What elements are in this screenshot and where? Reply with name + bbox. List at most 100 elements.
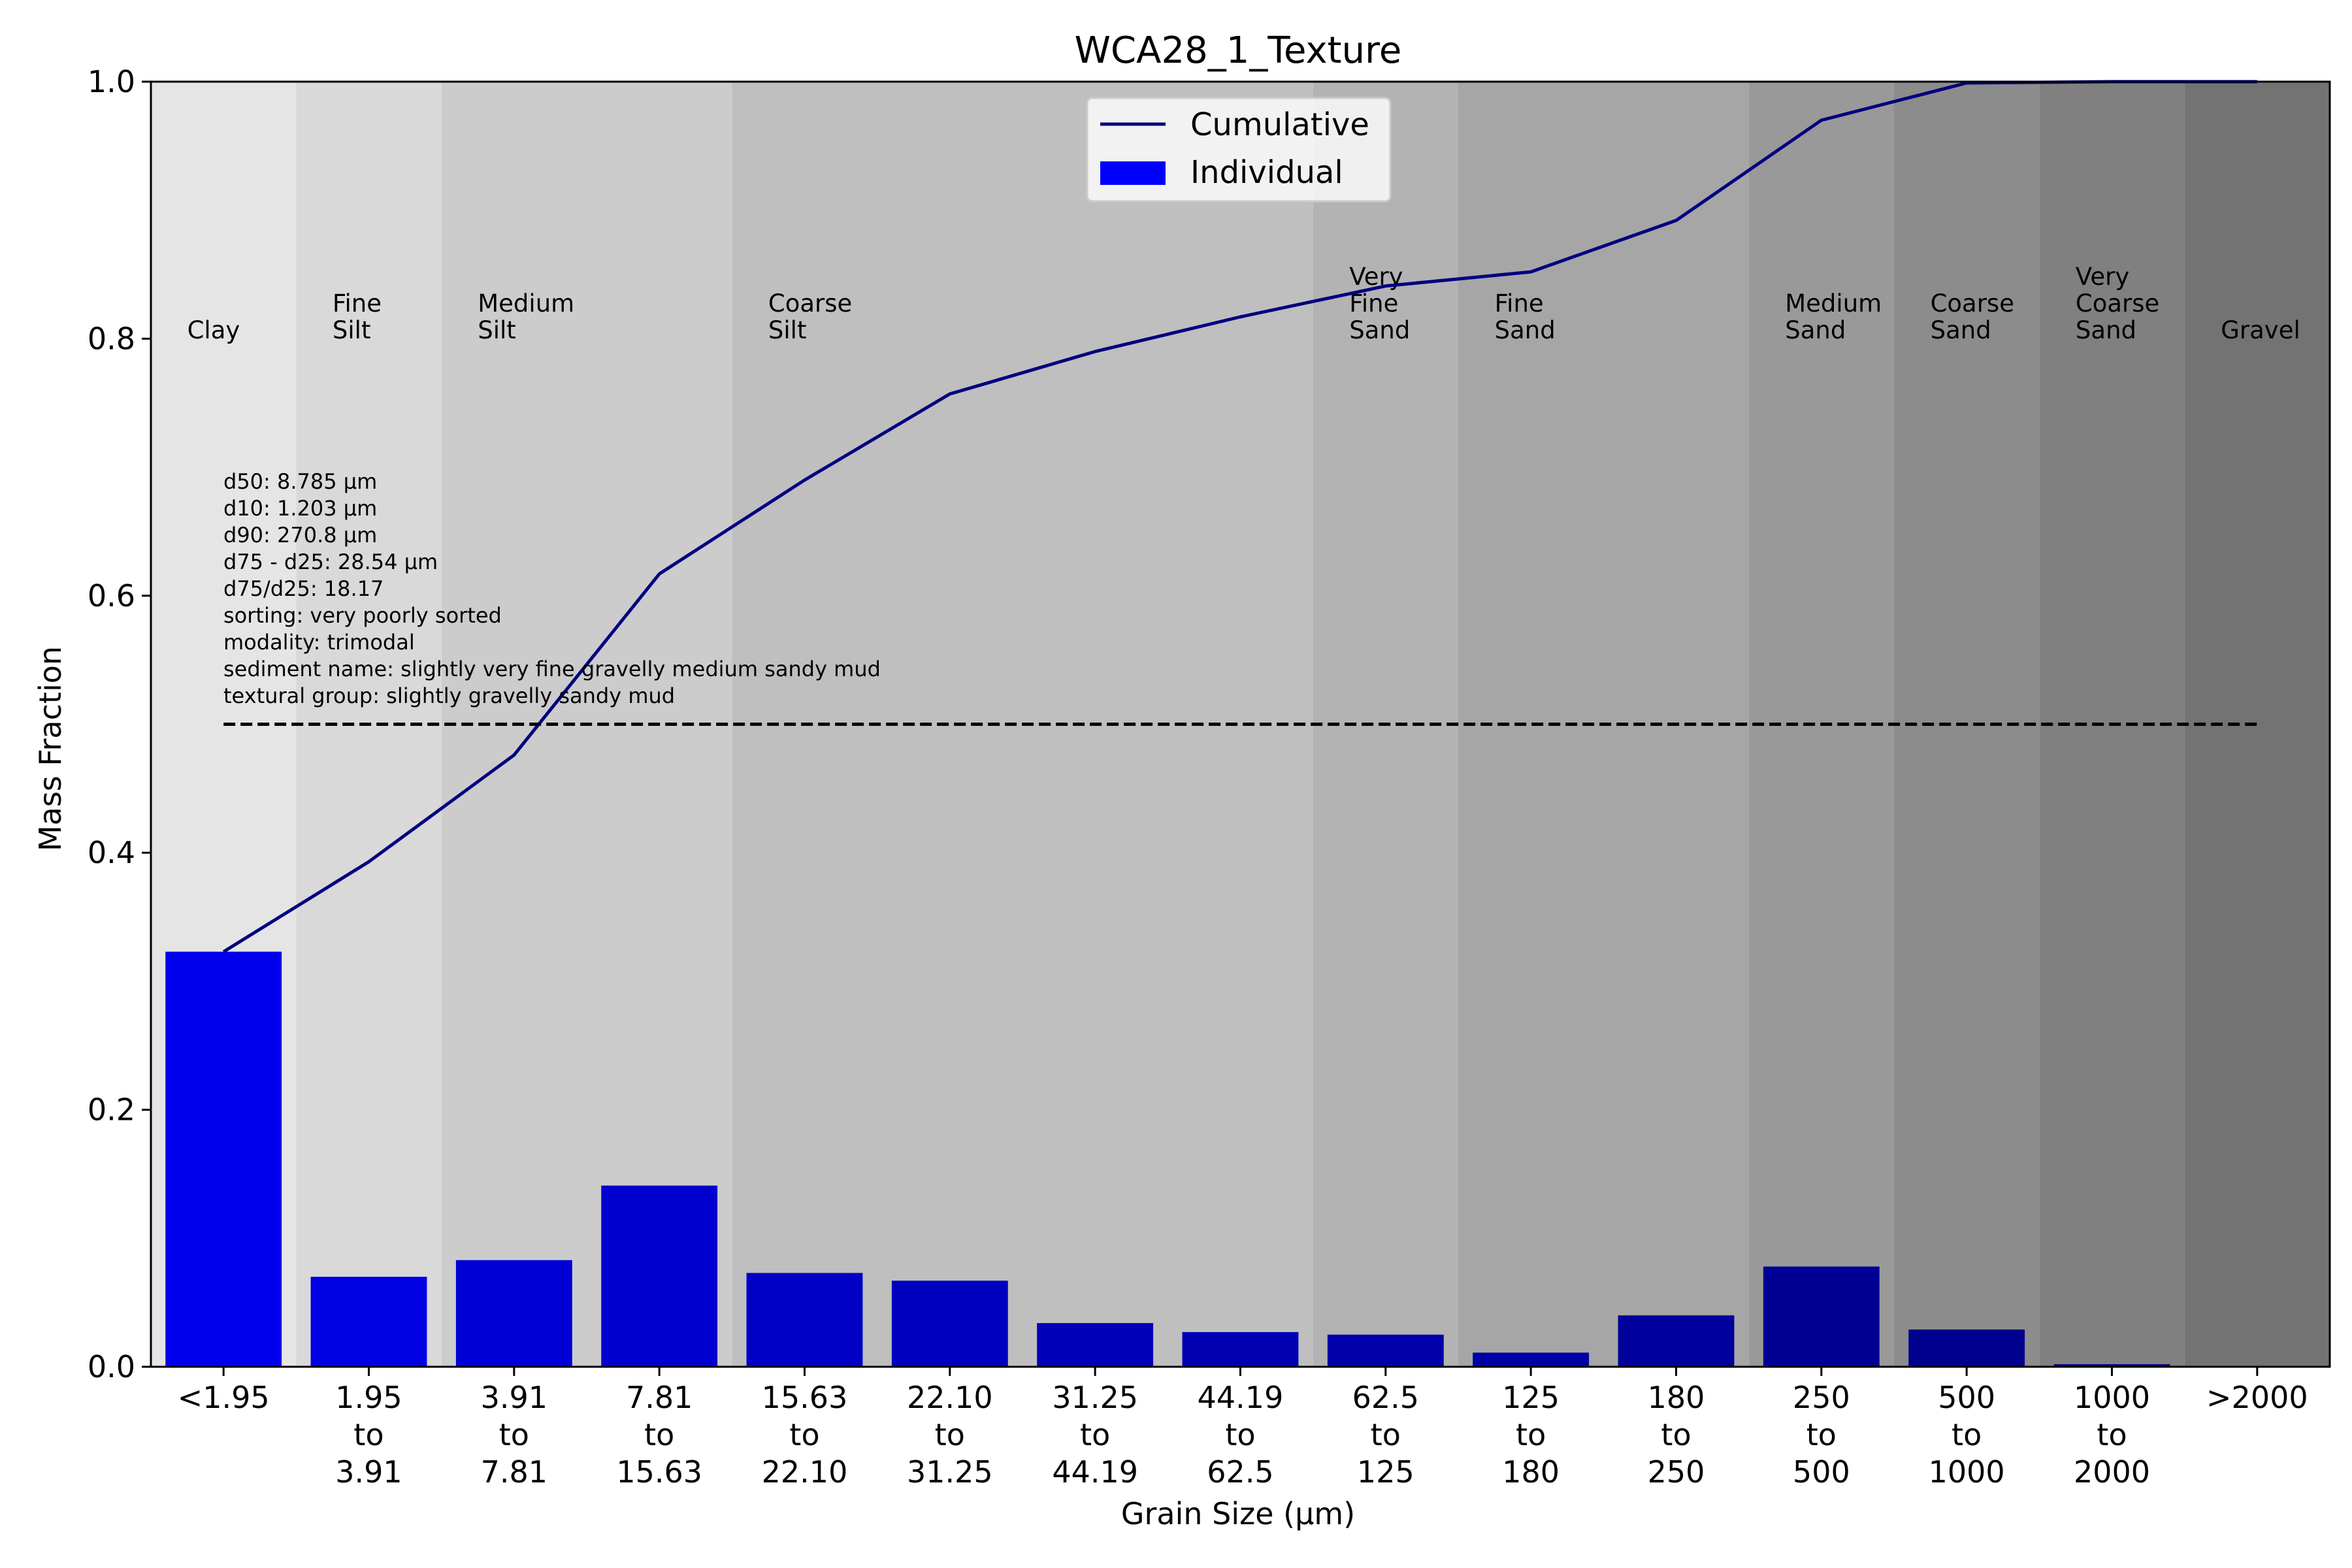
y-axis: 0.0 0.2 0.4 0.6 0.8 1.0 [88, 64, 151, 1384]
x-axis-label: Grain Size (μm) [1121, 1496, 1355, 1531]
y-tick-label: 0.2 [88, 1092, 135, 1128]
data-bar [455, 1260, 572, 1367]
region-label: Medium Silt [478, 289, 574, 344]
x-tick-label: 62.5 to 125 [1352, 1380, 1419, 1490]
x-tick-label-line: 62.5 [1207, 1454, 1273, 1490]
x-tick-label: 31.25 to 44.19 [1052, 1380, 1138, 1490]
data-bar [1182, 1331, 1299, 1367]
x-tick-label-line: 500 [1938, 1380, 1995, 1415]
region-label-line: Fine [1495, 289, 1544, 318]
data-bar [746, 1273, 863, 1367]
stats-line: d75 - d25: 28.54 μm [223, 549, 438, 574]
region-label: Very Coarse Sand [2076, 263, 2159, 344]
x-axis: <1.95 1.95 to 3.913.91 to 7.817.81 to 15.6315.6… [178, 1367, 2308, 1490]
x-tick-label-line: to [1952, 1417, 1982, 1452]
x-tick-label-line: 180 [1502, 1454, 1560, 1490]
x-tick-label-line: 180 [1648, 1380, 1705, 1415]
x-tick-label-line: to [1225, 1417, 1255, 1452]
region-label: Fine Silt [333, 289, 382, 344]
x-tick-label: 3.91 to 7.81 [481, 1380, 547, 1490]
legend-bar-swatch [1100, 161, 1166, 185]
x-tick-label-line: 125 [1357, 1454, 1414, 1490]
y-tick-label: 0.4 [88, 835, 135, 870]
stats-annotation: d50: 8.785 μm d10: 1.203 μm d90: 270.8 μm d… [223, 469, 881, 708]
x-tick-label-line: 7.81 [481, 1454, 547, 1490]
x-tick-label: 1000 to 2000 [2074, 1380, 2150, 1490]
x-tick-label-line: 22.10 [907, 1380, 993, 1415]
region-label: Coarse Sand [1931, 289, 2014, 344]
x-tick-label-line: to [1661, 1417, 1691, 1452]
legend-label-individual: Individual [1190, 154, 1343, 191]
data-bar [1327, 1334, 1444, 1367]
data-bar [891, 1281, 1008, 1367]
x-tick-label-line: 250 [1648, 1454, 1705, 1490]
x-tick-label-line: to [1806, 1417, 1837, 1452]
region-label-line: Very [2076, 263, 2129, 291]
x-tick-label: 250 to 500 [1793, 1380, 1850, 1490]
data-bar [1618, 1315, 1735, 1367]
region-label-line: Silt [333, 316, 371, 344]
y-tick-label: 0.0 [88, 1349, 135, 1384]
data-bar [1473, 1352, 1590, 1367]
region-label-line: Gravel [2221, 316, 2300, 344]
x-tick-label-line: 31.25 [1052, 1380, 1138, 1415]
region-label-line: Clay [188, 316, 240, 344]
region-label-line: Sand [1349, 316, 1410, 344]
x-tick-label-line: to [2097, 1417, 2127, 1452]
y-axis-label: Mass Fraction [33, 646, 68, 851]
x-tick-label-line: to [789, 1417, 819, 1452]
x-tick-label-line: 15.63 [762, 1380, 848, 1415]
region-label-line: Sand [1495, 316, 1556, 344]
x-tick-label-line: 250 [1793, 1380, 1850, 1415]
y-tick-label: 0.6 [88, 578, 135, 613]
x-tick-label-line: 1000 [2074, 1380, 2150, 1415]
y-tick-label: 1.0 [88, 64, 135, 99]
stats-line: modality: trimodal [223, 630, 415, 655]
stats-line: textural group: slightly gravelly sandy … [223, 683, 675, 708]
region-label-line: Silt [478, 316, 516, 344]
region-label-line: Silt [768, 316, 807, 344]
x-tick-label: 1.95 to 3.91 [335, 1380, 402, 1490]
x-tick-label-line: 44.19 [1052, 1454, 1138, 1490]
x-tick-label-line: to [1080, 1417, 1110, 1452]
stats-line: d10: 1.203 μm [223, 496, 377, 521]
x-tick-label-line: 22.10 [762, 1454, 848, 1490]
region-label-line: Sand [2076, 316, 2136, 344]
data-bar [1763, 1266, 1880, 1367]
stats-line: sorting: very poorly sorted [223, 603, 502, 628]
x-tick-label: 15.63 to 22.10 [762, 1380, 848, 1490]
x-tick-label-line: 500 [1793, 1454, 1850, 1490]
x-tick-label-line: 1.95 [335, 1380, 402, 1415]
region-label-line: Medium [478, 289, 574, 318]
x-tick-label: 7.81 to 15.63 [616, 1380, 702, 1490]
data-bar [601, 1185, 718, 1367]
stats-line: d90: 270.8 μm [223, 523, 377, 547]
cumulative-series [222, 80, 2257, 953]
region-label-line: Sand [1931, 316, 1991, 344]
x-tick-label-line: 3.91 [481, 1380, 547, 1415]
x-tick-label: <1.95 [178, 1380, 270, 1415]
data-bar [310, 1277, 427, 1367]
stats-text-block: d50: 8.785 μm d10: 1.203 μm d90: 270.8 μm d… [223, 469, 881, 708]
x-tick-label-line: to [644, 1417, 674, 1452]
x-tick-label: 44.19 to 62.5 [1198, 1380, 1284, 1490]
x-tick-label-line: to [1516, 1417, 1546, 1452]
region-label-line: Fine [1349, 289, 1398, 318]
region-label: Fine Sand [1495, 289, 1556, 344]
region-label-line: Sand [1785, 316, 1846, 344]
stats-line: d50: 8.785 μm [223, 469, 377, 494]
data-bar [1037, 1323, 1154, 1367]
region-label: Coarse Silt [768, 289, 852, 344]
x-tick-label: 180 to 250 [1648, 1380, 1705, 1490]
region-band [2184, 82, 2330, 1367]
x-tick-label-line: 62.5 [1352, 1380, 1419, 1415]
x-tick-label-line: to [935, 1417, 965, 1452]
region-label-line: Coarse [1931, 289, 2014, 318]
region-label-line: Coarse [768, 289, 852, 318]
legend-label-cumulative: Cumulative [1190, 106, 1369, 143]
y-tick-label: 0.8 [88, 321, 135, 356]
x-tick-label-line: 3.91 [335, 1454, 402, 1490]
